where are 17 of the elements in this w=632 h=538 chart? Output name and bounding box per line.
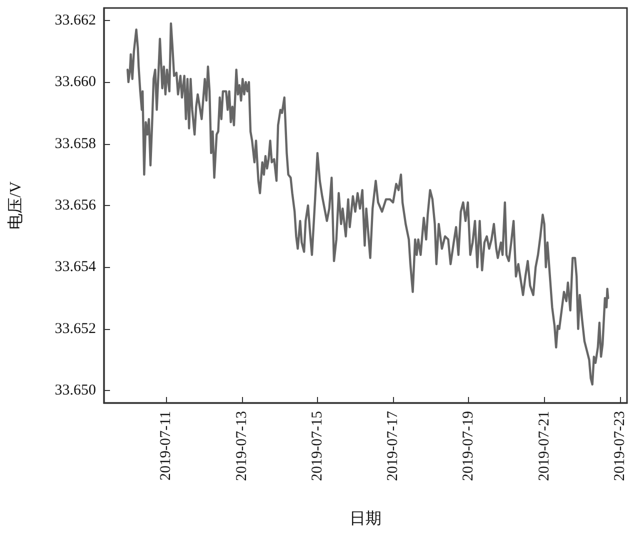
x-tick-label: 2019-07-11 [158, 411, 174, 480]
y-tick-label: 33.652 [54, 320, 96, 337]
x-tick-label: 2019-07-19 [460, 411, 477, 481]
line-series [126, 22, 610, 386]
y-tick-label: 33.662 [54, 12, 96, 28]
y-axis-title: 电压/V [6, 181, 24, 230]
y-tick-label: 33.658 [54, 136, 96, 152]
y-tick-label: 33.654 [54, 259, 96, 276]
x-tick-label: 2019-07-15 [309, 411, 326, 481]
y-tick-label: 33.656 [54, 198, 96, 214]
x-tick-label: 2019-07-21 [536, 411, 552, 481]
y-tick-label: 33.660 [54, 74, 96, 90]
x-tick-label: 2019-07-23 [612, 411, 628, 481]
x-tick-label: 2019-07-13 [234, 411, 250, 481]
y-tick-label: 33.650 [54, 382, 96, 399]
x-axis-title: 日期 [350, 510, 382, 528]
x-tick-label: 2019-07-17 [385, 410, 402, 481]
